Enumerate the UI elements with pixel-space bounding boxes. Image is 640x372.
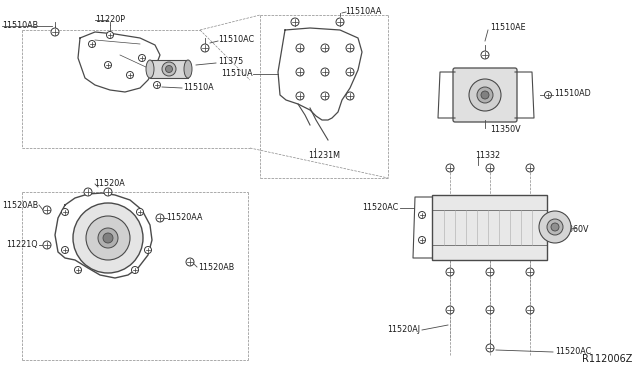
Circle shape [486, 306, 494, 314]
Circle shape [166, 65, 173, 73]
Text: 11220P: 11220P [95, 16, 125, 25]
Circle shape [131, 266, 138, 273]
Circle shape [481, 51, 489, 59]
Circle shape [446, 268, 454, 276]
Text: 11510AE: 11510AE [490, 23, 525, 32]
Circle shape [346, 68, 354, 76]
Text: 11520AJ: 11520AJ [387, 326, 420, 334]
Circle shape [84, 188, 92, 196]
Circle shape [88, 41, 95, 48]
Circle shape [526, 268, 534, 276]
Ellipse shape [184, 60, 192, 78]
Text: 11231M: 11231M [308, 151, 340, 160]
Circle shape [296, 44, 304, 52]
Text: 11520AB: 11520AB [198, 263, 234, 273]
Text: 11221Q: 11221Q [6, 241, 38, 250]
Circle shape [104, 61, 111, 68]
Circle shape [186, 258, 194, 266]
Circle shape [86, 216, 130, 260]
Text: 11520A: 11520A [94, 179, 125, 187]
Circle shape [486, 344, 494, 352]
Circle shape [545, 92, 552, 99]
Circle shape [103, 233, 113, 243]
Circle shape [73, 203, 143, 273]
Circle shape [162, 62, 176, 76]
Circle shape [136, 208, 143, 215]
Circle shape [145, 247, 152, 253]
Circle shape [296, 68, 304, 76]
Circle shape [106, 32, 113, 38]
Circle shape [469, 79, 501, 111]
Circle shape [43, 241, 51, 249]
Text: 11520AC: 11520AC [362, 203, 398, 212]
Text: 11510AB: 11510AB [2, 22, 38, 31]
Text: 11350V: 11350V [490, 125, 520, 135]
Circle shape [539, 211, 571, 243]
Circle shape [104, 188, 112, 196]
Circle shape [477, 87, 493, 103]
Ellipse shape [146, 60, 154, 78]
Circle shape [296, 92, 304, 100]
Circle shape [336, 18, 344, 26]
Circle shape [551, 223, 559, 231]
Bar [150, 60, 188, 78]
Circle shape [61, 208, 68, 215]
Circle shape [127, 71, 134, 78]
Circle shape [486, 164, 494, 172]
Circle shape [61, 247, 68, 253]
Circle shape [446, 306, 454, 314]
Circle shape [201, 44, 209, 52]
Circle shape [156, 214, 164, 222]
Circle shape [481, 91, 489, 99]
Text: 11510A: 11510A [183, 83, 214, 93]
Circle shape [419, 237, 426, 244]
Circle shape [154, 81, 161, 89]
Circle shape [526, 306, 534, 314]
Circle shape [43, 206, 51, 214]
Circle shape [98, 228, 118, 248]
Circle shape [526, 164, 534, 172]
FancyBboxPatch shape [453, 68, 517, 122]
Text: 11510AA: 11510AA [345, 7, 381, 16]
Text: 11510AC: 11510AC [218, 35, 254, 45]
Text: 1151UA: 1151UA [221, 70, 253, 78]
Circle shape [74, 266, 81, 273]
Circle shape [547, 219, 563, 235]
Circle shape [419, 212, 426, 218]
Text: 11520AA: 11520AA [166, 214, 202, 222]
Circle shape [321, 68, 329, 76]
Circle shape [446, 164, 454, 172]
Circle shape [51, 28, 59, 36]
Circle shape [138, 55, 145, 61]
Text: 11360V: 11360V [558, 225, 589, 234]
Text: 11332: 11332 [475, 151, 500, 160]
Circle shape [291, 18, 299, 26]
Circle shape [346, 44, 354, 52]
Text: R112006Z: R112006Z [582, 354, 632, 364]
Circle shape [486, 268, 494, 276]
Text: 11375: 11375 [218, 58, 243, 67]
Circle shape [346, 92, 354, 100]
Text: 11520AC: 11520AC [555, 347, 591, 356]
Text: 11520AB: 11520AB [2, 201, 38, 209]
Circle shape [321, 44, 329, 52]
Circle shape [321, 92, 329, 100]
Text: 11510AD: 11510AD [554, 90, 591, 99]
Bar [432, 195, 547, 260]
